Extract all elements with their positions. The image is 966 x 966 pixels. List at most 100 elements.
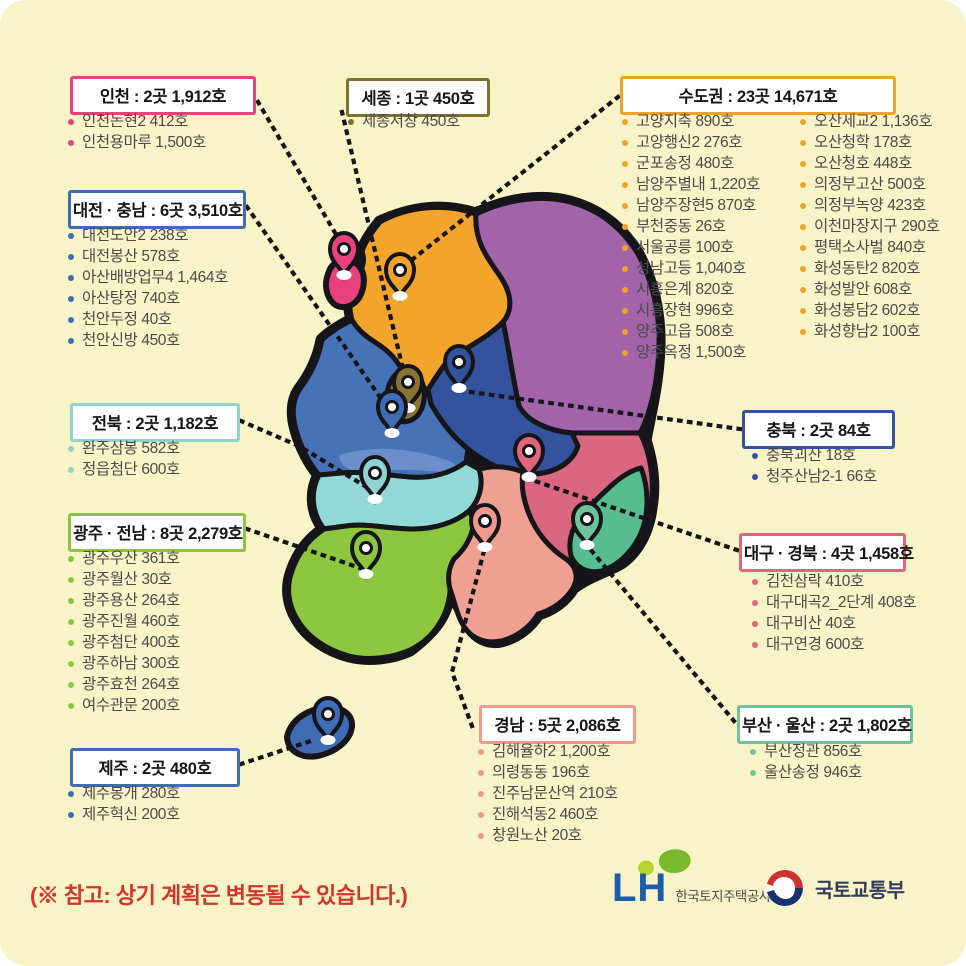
region-gyeongnam-list: 김해율하2 1,200호 의령동동 196호 진주남문산역 210호 진해석동2 46…: [478, 742, 618, 847]
project-item: 성남고등 1,040호: [622, 259, 760, 280]
map-pin-jeonnam: [349, 529, 383, 581]
bullet-icon: [750, 749, 756, 755]
map-pin-gyeongbuk: [512, 432, 546, 484]
project-item: 인천용마루 1,500호: [68, 133, 206, 154]
bullet-icon: [68, 682, 74, 688]
region-gwangju-jeonnam-list: 광주우산 361호 광주월산 30호 광주용산 264호 광주진월 460호 광주첨단 …: [68, 549, 180, 717]
bullet-icon: [622, 350, 628, 356]
bullet-icon: [68, 233, 74, 239]
region-sudogwon-list-right: 오산세교2 1,136호 오산청학 178호 오산청호 448호 의정부고산 500호…: [800, 112, 940, 343]
region-jeonbuk-list: 완주삼봉 582호 정읍첨단 600호: [68, 439, 180, 481]
bullet-icon: [68, 119, 74, 125]
bullet-icon: [622, 245, 628, 251]
bullet-icon: [348, 119, 354, 125]
project-item: 울산송정 946호: [750, 763, 862, 784]
project-item: 아산탕정 740호: [68, 289, 228, 310]
bullet-icon: [68, 254, 74, 260]
bullet-icon: [68, 275, 74, 281]
project-item: 대전봉산 578호: [68, 247, 228, 268]
bullet-icon: [622, 161, 628, 167]
bullet-icon: [750, 770, 756, 776]
region-sejong-title-box: 세종 : 1곳 450호: [346, 78, 490, 117]
bullet-icon: [478, 833, 484, 839]
bullet-icon: [800, 203, 806, 209]
map-pin-incheon: [327, 230, 361, 282]
bullet-icon: [752, 579, 758, 585]
project-item: 진해석동2 460호: [478, 805, 618, 826]
region-sudogwon-title-box: 수도권 : 23곳 14,671호: [620, 76, 896, 115]
project-item: 오산세교2 1,136호: [800, 112, 940, 133]
project-item: 천안신방 450호: [68, 331, 228, 352]
connector-lines: [238, 94, 743, 767]
project-item: 오산청학 178호: [800, 133, 940, 154]
project-item: 진주남문산역 210호: [478, 784, 618, 805]
bullet-icon: [622, 329, 628, 335]
bullet-icon: [752, 474, 758, 480]
region-title: 충북 : 2곳 84호: [766, 422, 871, 440]
project-item: 광주효천 264호: [68, 675, 180, 696]
region-jeju-list: 제주봉개 280호 제주혁신 200호: [68, 784, 180, 826]
project-item: 부천중동 26호: [622, 217, 760, 238]
project-item: 의령동동 196호: [478, 763, 618, 784]
project-item: 양주고읍 508호: [622, 322, 760, 343]
bullet-icon: [68, 703, 74, 709]
project-item: 시흥은계 820호: [622, 280, 760, 301]
bullet-icon: [68, 296, 74, 302]
region-title: 대전 · 충남 : 6곳 3,510호: [73, 202, 243, 220]
bullet-icon: [68, 140, 74, 146]
region-sejong-list: 세종서창 450호: [348, 112, 460, 133]
project-item: 광주월산 30호: [68, 570, 180, 591]
bullet-icon: [478, 812, 484, 818]
region-title: 전북 : 2곳 1,182호: [91, 415, 219, 433]
project-item: 완주삼봉 582호: [68, 439, 180, 460]
project-item: 고양행신2 276호: [622, 133, 760, 154]
bullet-icon: [622, 287, 628, 293]
bullet-icon: [68, 577, 74, 583]
map-region-incheon: [323, 257, 367, 311]
project-item: 화성발안 608호: [800, 280, 940, 301]
bullet-icon: [800, 266, 806, 272]
bullet-icon: [800, 119, 806, 125]
region-title: 제주 : 2곳 480호: [98, 760, 212, 778]
region-title: 경남 : 5곳 2,086호: [494, 717, 621, 735]
project-item: 정읍첨단 600호: [68, 460, 180, 481]
bullet-icon: [752, 621, 758, 627]
region-title: 인천 : 2곳 1,912호: [99, 88, 227, 106]
bullet-icon: [752, 600, 758, 606]
region-daejeon-chungnam-list: 대전도안2 238호 대전봉산 578호 아산배방업무4 1,464호 아산탕정 74…: [68, 226, 228, 352]
bullet-icon: [622, 224, 628, 230]
connector-sejong: [339, 109, 409, 385]
project-item: 남양주장현5 870호: [622, 196, 760, 217]
region-incheon-title-box: 인천 : 2곳 1,912호: [70, 76, 256, 115]
region-gyeongnam-title-box: 경남 : 5곳 2,086호: [479, 705, 636, 744]
bullet-icon: [68, 619, 74, 625]
project-item: 창원노산 20호: [478, 826, 618, 847]
region-title: 수도권 : 23곳 14,671호: [678, 88, 838, 106]
bullet-icon: [800, 329, 806, 335]
project-item: 광주진월 460호: [68, 612, 180, 633]
project-item: 광주용산 264호: [68, 591, 180, 612]
region-title: 세종 : 1곳 450호: [361, 90, 475, 108]
bullet-icon: [478, 791, 484, 797]
region-busan-ulsan-title-box: 부산 · 울산 : 2곳 1,802호: [737, 705, 913, 744]
region-sudogwon-list-left: 고양지축 890호 고양행신2 276호 군포송정 480호 남양주별내 1,220호…: [622, 112, 760, 364]
bullet-icon: [622, 182, 628, 188]
bullet-icon: [800, 245, 806, 251]
project-item: 여수관문 200호: [68, 696, 180, 717]
lh-company-name: 한국토지주택공사: [675, 889, 771, 904]
project-item: 충북괴산 18호: [752, 446, 877, 467]
project-item: 대구비산 40호: [752, 614, 916, 635]
bullet-icon: [800, 182, 806, 188]
bullet-icon: [68, 338, 74, 344]
bullet-icon: [622, 203, 628, 209]
region-title: 대구 · 경북 : 4곳 1,458호: [744, 545, 914, 563]
bullet-icon: [68, 446, 74, 452]
map-pin-sudogwon: [383, 251, 417, 303]
bullet-icon: [622, 140, 628, 146]
bullet-icon: [752, 642, 758, 648]
map-pin-chungnam: [375, 388, 409, 440]
connector-jeonbuk: [238, 418, 376, 494]
bullet-icon: [622, 308, 628, 314]
connector-gwangju: [244, 526, 366, 572]
